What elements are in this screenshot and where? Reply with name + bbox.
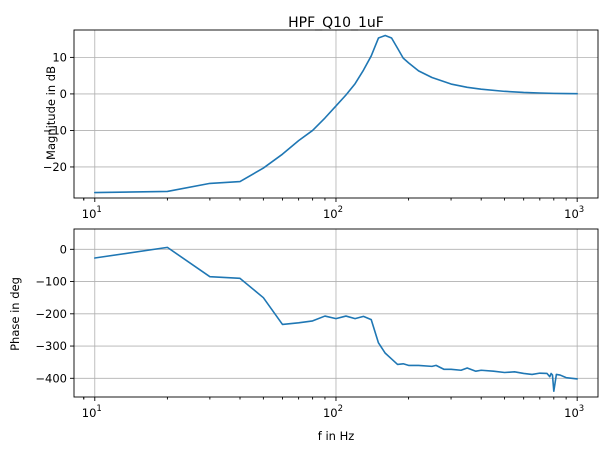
phase-x-tick-label: 102 <box>323 404 343 420</box>
mag-y-tick-label: −10 <box>43 123 67 137</box>
x-axis-label: f in Hz <box>318 429 355 443</box>
mag-y-tick-label: 0 <box>60 87 67 101</box>
mag-axes-frame <box>73 29 599 199</box>
phase-y-tick-label: −200 <box>35 307 67 321</box>
phase-x-tick-label: 103 <box>564 404 584 420</box>
phase-y-tick-label: −300 <box>35 339 67 353</box>
mag-y-tick-label: −20 <box>43 160 67 174</box>
phase-y-tick-label: −400 <box>35 371 67 385</box>
magnitude-subplot: HPF_Q10_1uF Magnitude in dB 101 102 103 10 0… <box>43 15 599 221</box>
magnitude-y-axis-label: Magnitude in dB <box>44 66 58 160</box>
chart-title: HPF_Q10_1uF <box>288 15 384 31</box>
phase-y-axis-label: Phase in deg <box>8 277 22 351</box>
phase-x-tick-label: 101 <box>82 404 102 420</box>
mag-y-tick-label: 10 <box>52 50 67 64</box>
phase-subplot: f in Hz Phase in deg 101 102 103 0 −100 −200 −… <box>8 228 599 443</box>
phase-y-tick-label: −100 <box>35 275 67 289</box>
mag-series-line <box>93 34 578 194</box>
mag-x-tick-label: 102 <box>323 205 343 221</box>
mag-grid <box>74 30 598 198</box>
phase-grid <box>74 229 598 397</box>
phase-series-line <box>93 246 578 392</box>
phase-y-tick-label: 0 <box>60 242 67 256</box>
mag-x-tick-label: 103 <box>564 205 584 221</box>
mag-x-tick-label: 101 <box>82 205 102 221</box>
phase-axes-frame <box>73 228 599 398</box>
